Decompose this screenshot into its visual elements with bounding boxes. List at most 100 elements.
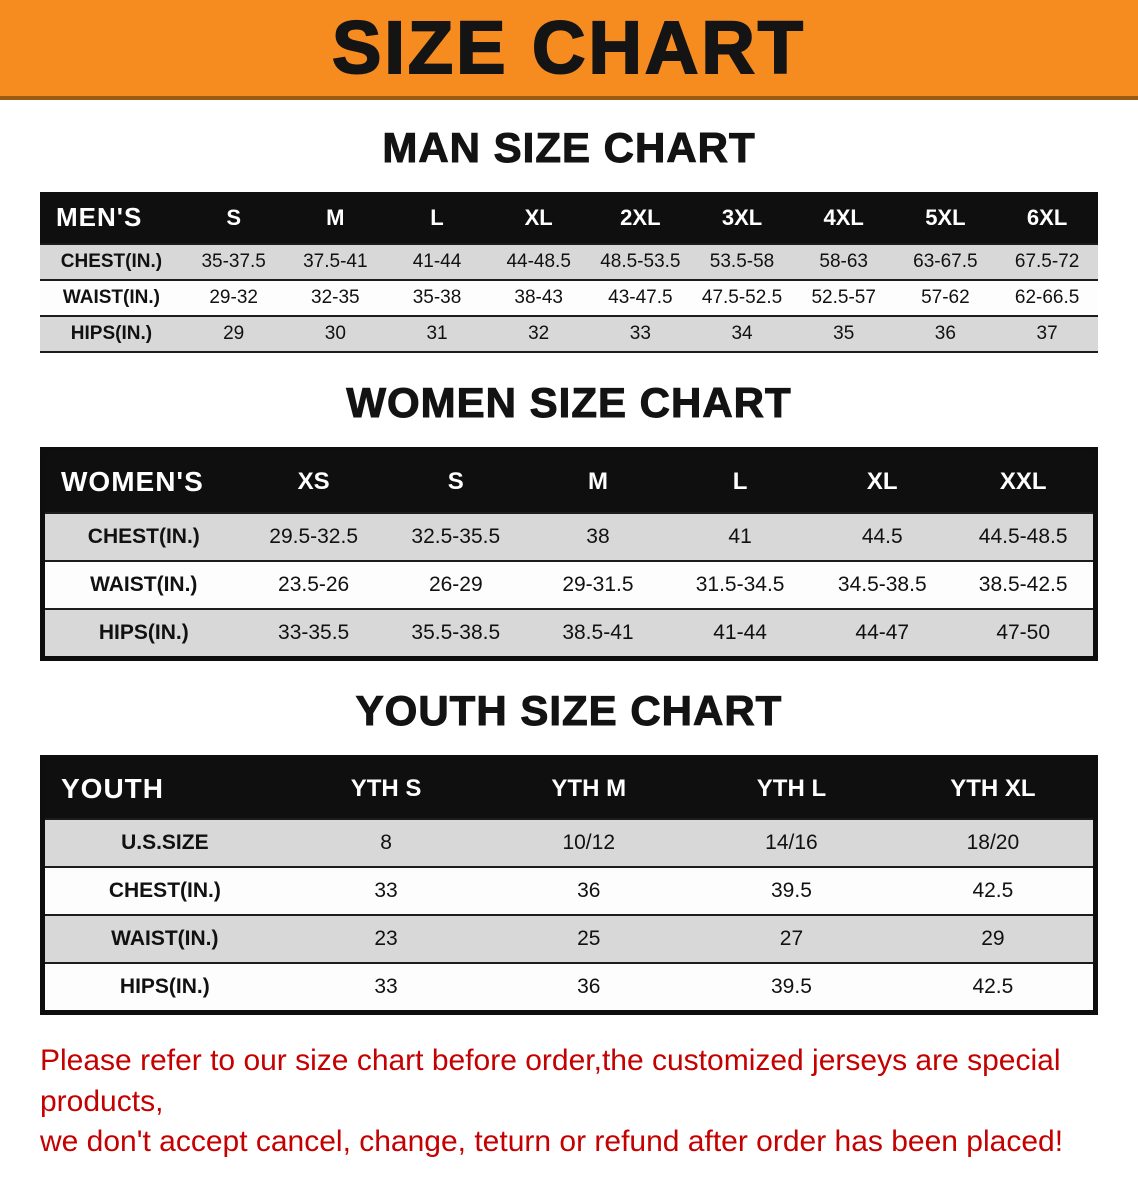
table-row: HIPS(IN.) 33 36 39.5 42.5	[42, 963, 1096, 1013]
value-cell: 34.5-38.5	[837, 573, 927, 596]
size-header: L	[430, 204, 444, 230]
value-cell: 37	[1036, 323, 1058, 344]
size-header: M	[326, 204, 345, 230]
value-cell: 44.5	[861, 525, 903, 548]
value-cell: 52.5-57	[811, 287, 876, 308]
youth-table: YOUTH YTH S YTH M YTH L YTH XL U.S.SIZE 8 10/12…	[40, 755, 1098, 1015]
value-cell: 29	[981, 927, 1005, 950]
size-chart-sections: MAN SIZE CHART MEN'S S M L XL 2XL 3XL 4XL 5XL 6XL C…	[40, 124, 1098, 1015]
value-cell: 31.5-34.5	[695, 573, 785, 596]
value-cell: 63-67.5	[913, 251, 978, 272]
size-header: 2XL	[620, 204, 661, 230]
value-cell: 37.5-41	[303, 251, 368, 272]
value-cell: 62-66.5	[1014, 287, 1080, 308]
value-cell: 48.5-53.5	[600, 251, 681, 272]
value-cell: 41-44	[713, 621, 767, 644]
value-cell: 33-35.5	[278, 621, 350, 644]
value-cell: 23	[374, 927, 398, 950]
value-cell: 27	[779, 927, 804, 950]
value-cell: 18/20	[966, 831, 1020, 854]
value-cell: 29.5-32.5	[269, 525, 359, 548]
value-cell: 43-47.5	[608, 287, 673, 308]
value-cell: 42.5	[972, 879, 1014, 902]
size-header: 5XL	[925, 204, 966, 230]
table-row: WAIST(IN.) 29-32 32-35 35-38 38-43 43-47.5 47.…	[40, 280, 1098, 316]
value-cell: 10/12	[562, 831, 616, 854]
value-cell: 58-63	[819, 251, 868, 272]
row-label: CHEST(IN.)	[108, 879, 221, 902]
row-label: U.S.SIZE	[121, 831, 209, 854]
value-cell: 35-38	[412, 287, 462, 308]
row-label: HIPS(IN.)	[119, 975, 210, 998]
size-header: XS	[297, 468, 330, 495]
value-cell: 44-47	[855, 621, 910, 644]
value-cell: 23.5-26	[278, 573, 350, 596]
value-cell: 33	[374, 975, 398, 998]
size-header: YTH M	[551, 775, 627, 802]
table-row: HIPS(IN.) 33-35.5 35.5-38.5 38.5-41 41-44 44-…	[42, 609, 1096, 659]
table-row: U.S.SIZE 8 10/12 14/16 18/20	[42, 819, 1096, 867]
table-row: CHEST(IN.) 33 36 39.5 42.5	[42, 867, 1096, 915]
value-cell: 35-37.5	[201, 251, 266, 272]
page-title: SIZE CHART	[331, 6, 806, 89]
size-header: 3XL	[721, 204, 763, 230]
value-cell: 26-29	[428, 573, 483, 596]
value-cell: 34	[731, 323, 753, 344]
size-header: S	[447, 468, 464, 495]
size-header: 4XL	[823, 204, 864, 230]
value-cell: 36	[577, 975, 601, 998]
size-header: YTH XL	[950, 775, 1036, 802]
value-cell: 32-35	[311, 287, 360, 308]
value-cell: 47.5-52.5	[701, 287, 783, 308]
size-header: XL	[524, 204, 553, 230]
value-cell: 38.5-41	[562, 621, 634, 644]
row-label: HIPS(IN.)	[98, 621, 189, 644]
size-header: XXL	[999, 468, 1047, 495]
value-cell: 29	[223, 323, 245, 344]
womens-heading: WOMEN SIZE CHART	[346, 379, 792, 427]
youth-heading: YOUTH SIZE CHART	[355, 687, 783, 735]
value-cell: 29-32	[209, 287, 258, 308]
womens-table-title: WOMEN'S	[61, 466, 204, 497]
value-cell: 44.5-48.5	[978, 525, 1068, 548]
section-youth: YOUTH SIZE CHART YOUTH YTH S YTH M YTH L YTH …	[40, 687, 1098, 1015]
section-womens: WOMEN SIZE CHART WOMEN'S XS S M L XL XXL CHEST(I…	[40, 379, 1098, 661]
table-row: WAIST(IN.) 23.5-26 26-29 29-31.5 31.5-34.5 34…	[42, 561, 1096, 609]
value-cell: 32	[528, 323, 550, 344]
value-cell: 33	[374, 879, 398, 902]
disclaimer-line-1: Please refer to our size chart before or…	[40, 1044, 1061, 1118]
content: MAN SIZE CHART MEN'S S M L XL 2XL 3XL 4XL 5XL 6XL C…	[0, 124, 1138, 1183]
value-cell: 32.5-35.5	[411, 525, 501, 548]
value-cell: 44-48.5	[506, 251, 571, 272]
row-label: WAIST(IN.)	[90, 573, 198, 596]
row-label: HIPS(IN.)	[70, 323, 153, 344]
value-cell: 47-50	[996, 621, 1051, 644]
value-cell: 31	[426, 323, 448, 344]
value-cell: 53.5-58	[709, 251, 775, 272]
value-cell: 35	[833, 323, 855, 344]
size-header: YTH L	[756, 775, 827, 802]
mens-heading: MAN SIZE CHART	[382, 124, 756, 172]
value-cell: 29-31.5	[562, 573, 634, 596]
value-cell: 39.5	[771, 975, 812, 998]
value-cell: 25	[577, 927, 601, 950]
row-label: CHEST(IN.)	[60, 251, 163, 272]
value-cell: 33	[629, 323, 651, 344]
table-row: HIPS(IN.) 29 30 31 32 33 34 35 36 37	[40, 316, 1098, 352]
value-cell: 41-44	[412, 251, 462, 272]
youth-table-title: YOUTH	[61, 773, 164, 804]
womens-header-row: WOMEN'S XS S M L XL XXL	[42, 449, 1096, 513]
table-row: WAIST(IN.) 23 25 27 29	[42, 915, 1096, 963]
table-row: CHEST(IN.) 35-37.5 37.5-41 41-44 44-48.5 48.5…	[40, 244, 1098, 280]
value-cell: 38	[586, 525, 610, 548]
section-mens: MAN SIZE CHART MEN'S S M L XL 2XL 3XL 4XL 5XL 6XL C…	[40, 124, 1098, 353]
banner: SIZE CHART	[0, 0, 1138, 100]
value-cell: 57-62	[921, 287, 970, 308]
size-header: XL	[866, 468, 898, 495]
womens-table: WOMEN'S XS S M L XL XXL CHEST(IN.) 29.5-32.5 32.5…	[40, 447, 1098, 661]
disclaimer: Please refer to our size chart before or…	[40, 1041, 1098, 1163]
size-header: 6XL	[1026, 204, 1068, 230]
value-cell: 39.5	[771, 879, 812, 902]
value-cell: 8	[380, 831, 392, 854]
value-cell: 67.5-72	[1014, 251, 1080, 272]
